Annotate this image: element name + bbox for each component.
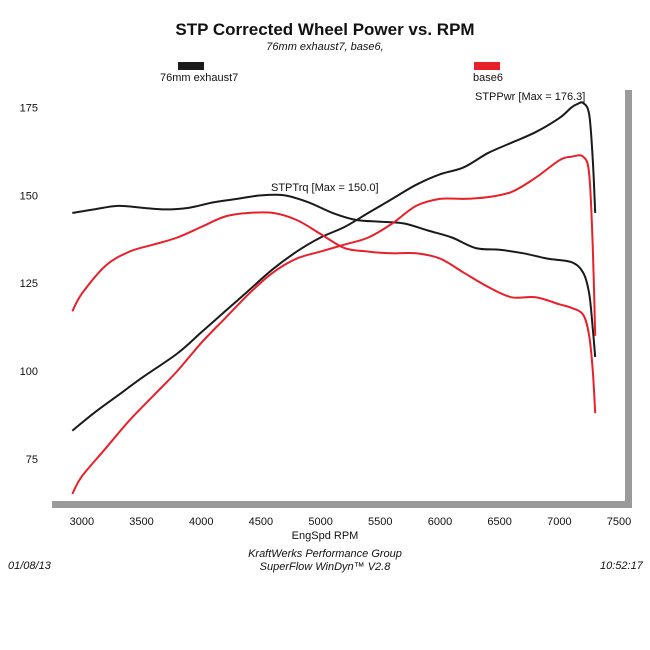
y-tick-label: 125 bbox=[20, 278, 38, 290]
series-line-base6-stptrq bbox=[71, 211, 597, 414]
plot-area-frame bbox=[52, 90, 632, 508]
x-tick-label: 5500 bbox=[368, 516, 392, 528]
legend-swatch-76mm-exhaust7 bbox=[178, 62, 204, 70]
y-tick-label: 100 bbox=[20, 366, 38, 378]
software-version: SuperFlow WinDyn™ V2.8 bbox=[259, 561, 391, 573]
x-tick-label: 7000 bbox=[547, 516, 571, 528]
x-tick-label: 6000 bbox=[428, 516, 452, 528]
x-tick-label: 5000 bbox=[308, 516, 332, 528]
series-line-76mm-exhaust7-stptrq bbox=[72, 193, 597, 358]
x-tick-label: 3000 bbox=[70, 516, 94, 528]
series-line-76mm-exhaust7-stppwr bbox=[71, 101, 597, 432]
y-tick-label: 75 bbox=[26, 454, 38, 466]
annotation-power-max: STPPwr [Max = 176.3] bbox=[475, 91, 585, 103]
legend-swatch-base6 bbox=[474, 62, 500, 70]
x-axis-label: EngSpd RPM bbox=[291, 530, 359, 542]
company-name: KraftWerks Performance Group bbox=[248, 548, 402, 560]
x-tick-label: 3500 bbox=[129, 516, 153, 528]
x-tick-label: 7500 bbox=[607, 516, 631, 528]
x-tick-label: 4000 bbox=[189, 516, 213, 528]
x-tick-label: 4500 bbox=[249, 516, 273, 528]
y-tick-label: 150 bbox=[20, 190, 38, 202]
legend-label-76mm-exhaust7: 76mm exhaust7 bbox=[160, 72, 239, 84]
legend-label-base6: base6 bbox=[473, 72, 503, 84]
series-line-base6-stppwr bbox=[71, 154, 597, 495]
chart-subtitle: 76mm exhaust7, base6, bbox=[266, 41, 384, 53]
annotation-torque-max: STPTrq [Max = 150.0] bbox=[271, 182, 379, 194]
chart-title: STP Corrected Wheel Power vs. RPM bbox=[175, 20, 475, 39]
x-tick-label: 6500 bbox=[487, 516, 511, 528]
run-time: 10:52:17 bbox=[600, 560, 643, 572]
y-tick-label: 175 bbox=[20, 103, 38, 115]
run-date: 01/08/13 bbox=[8, 560, 51, 572]
